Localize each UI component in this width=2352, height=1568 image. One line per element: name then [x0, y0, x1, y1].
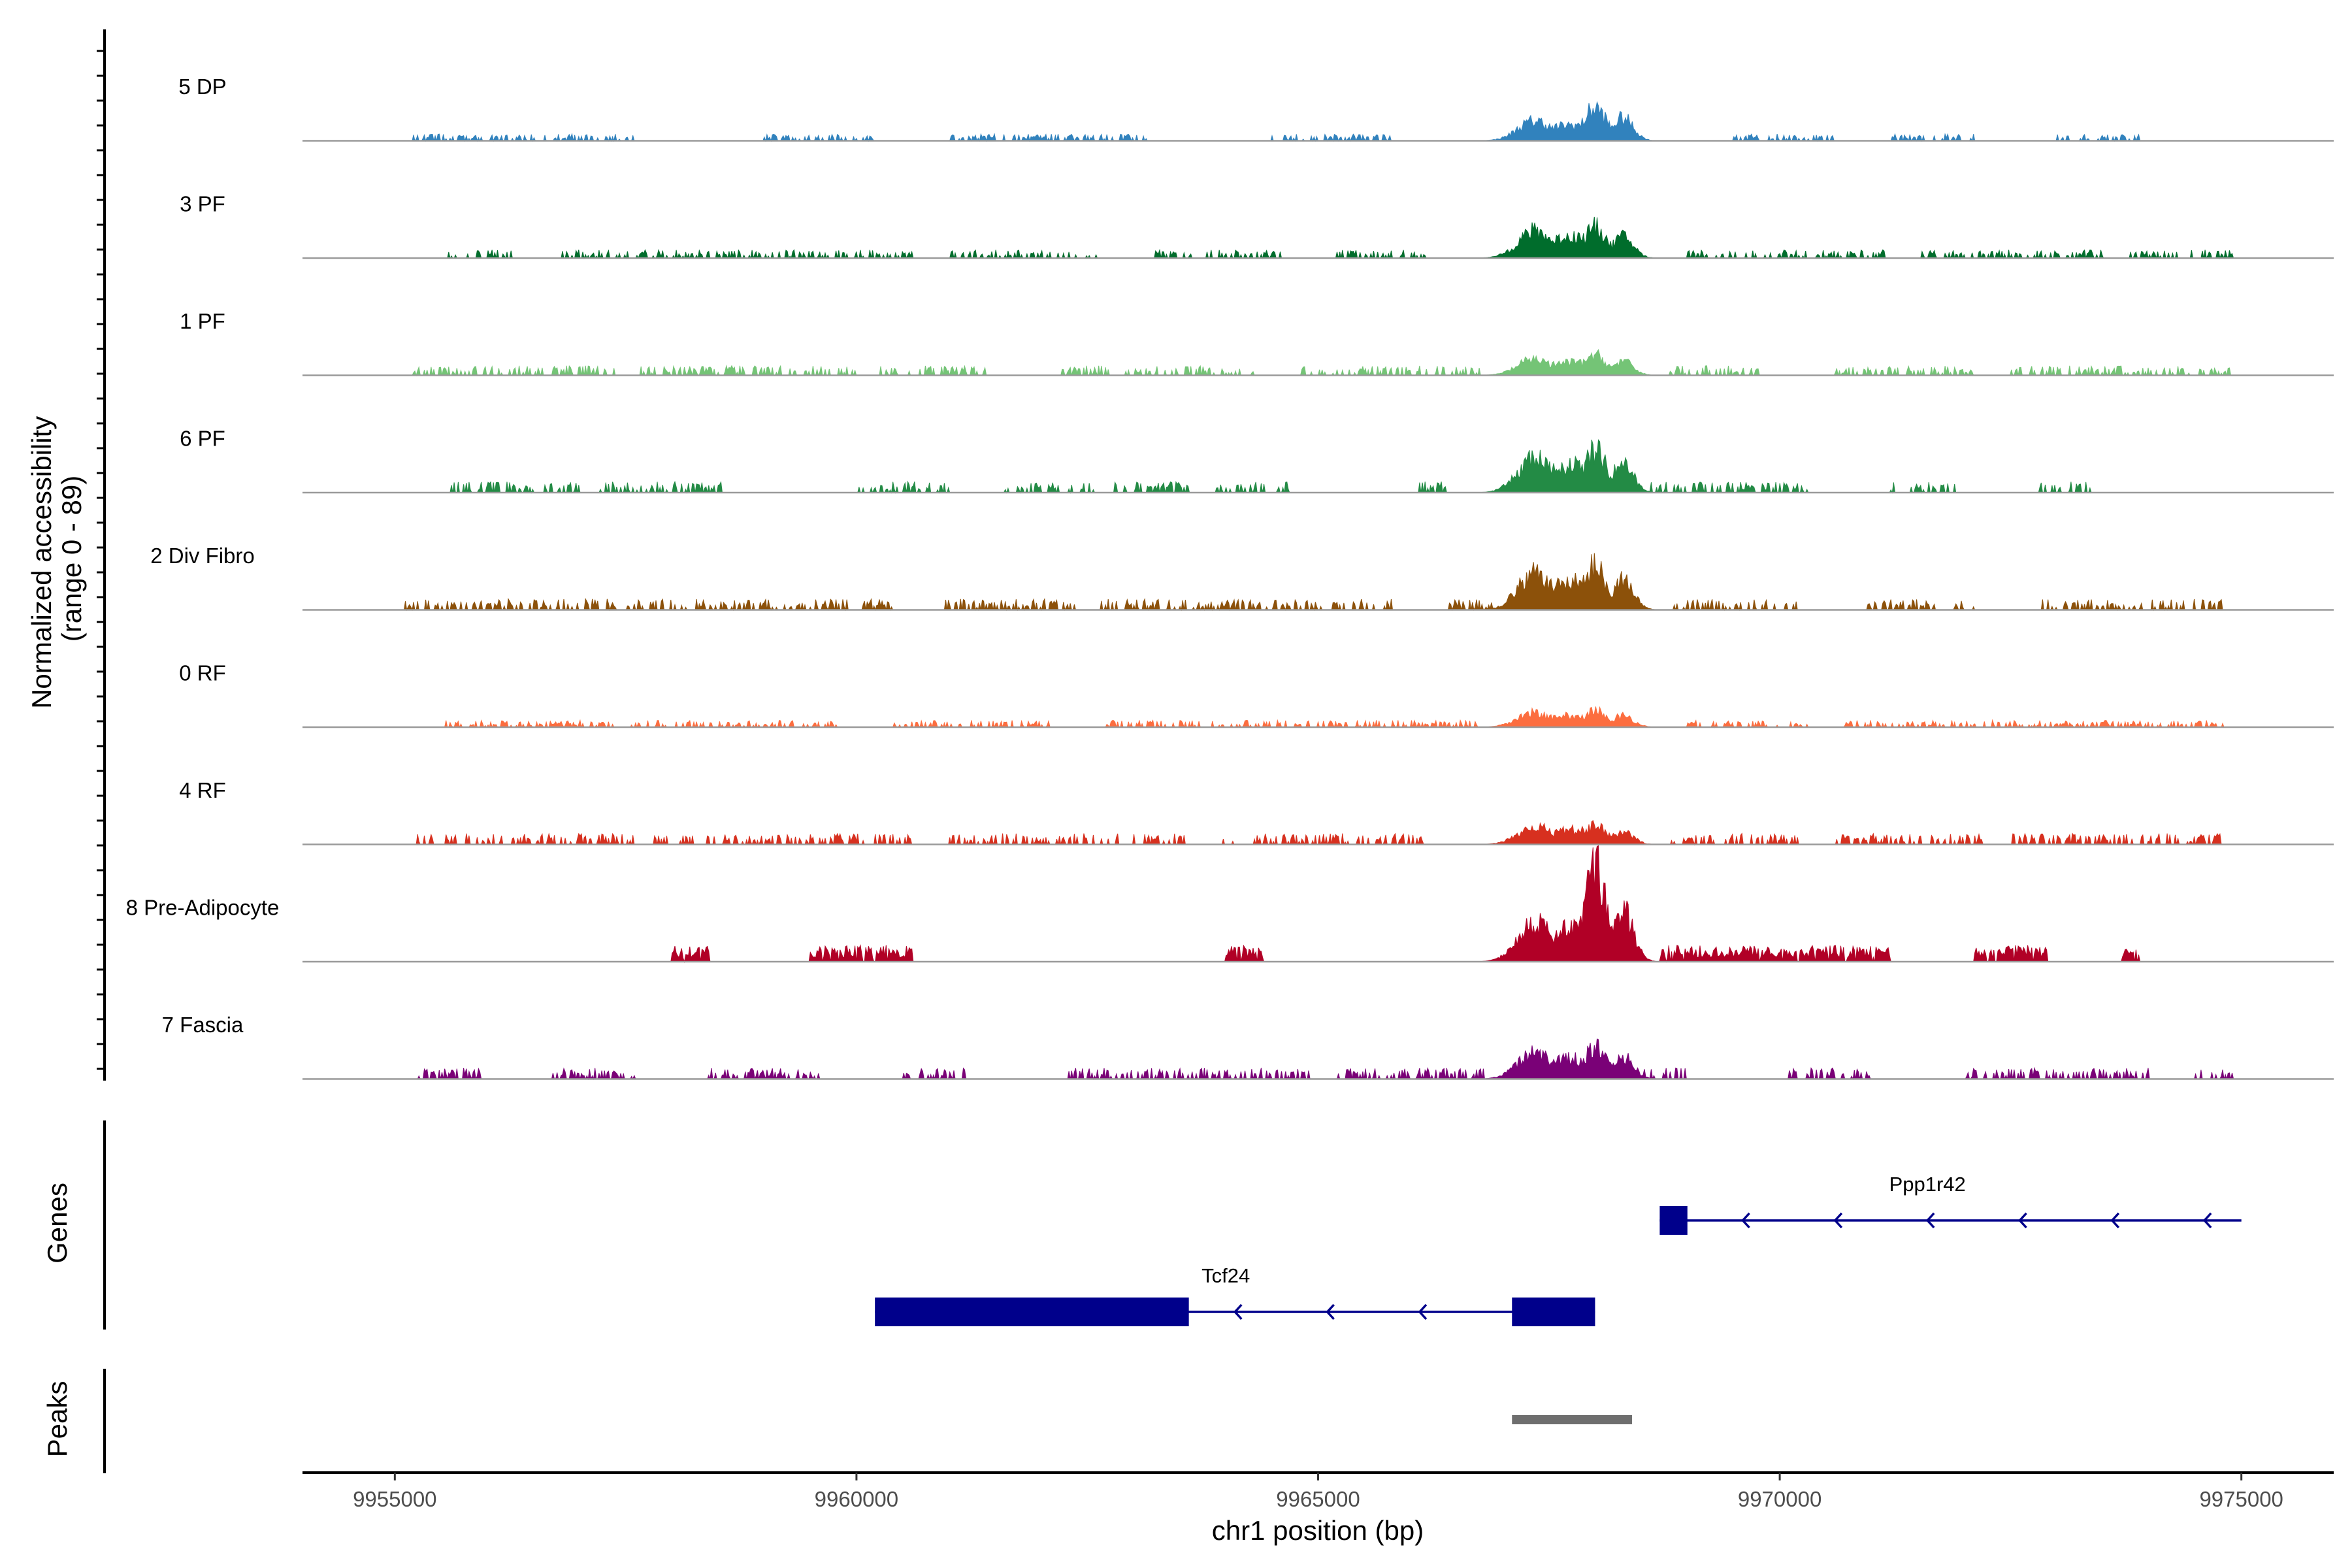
gene-exon	[875, 1298, 1189, 1326]
track-label: 5 DP	[178, 74, 226, 99]
track-3-pf: 3 PF	[180, 192, 2334, 259]
strand-arrow	[1418, 1303, 1428, 1320]
peak-track	[1512, 1415, 1632, 1424]
track-label: 2 Div Fibro	[150, 544, 255, 568]
peaks-axis-title: Peaks	[42, 1381, 73, 1458]
track-7-fascia: 7 Fascia	[162, 1013, 2334, 1081]
peak-bar	[1512, 1415, 1632, 1424]
strand-arrow	[1326, 1303, 1335, 1320]
coverage-area	[302, 706, 2334, 728]
strand-arrow	[1833, 1212, 1843, 1229]
strand-arrow	[1741, 1212, 1750, 1229]
strand-arrow	[2110, 1212, 2120, 1229]
x-tick-label: 9965000	[1276, 1487, 1360, 1511]
gene-track: Ppp1r42 Tcf24	[875, 1173, 2242, 1326]
strand-arrow	[1233, 1303, 1243, 1320]
coverage-area	[302, 553, 2334, 612]
genes-axis-title: Genes	[42, 1183, 73, 1264]
track-5-dp: 5 DP	[178, 74, 2334, 142]
y-axis-title-line2: (range 0 - 89)	[56, 476, 87, 642]
coverage-area	[302, 1038, 2334, 1081]
track-label: 1 PF	[180, 309, 225, 333]
coverage-area	[302, 349, 2334, 377]
coverage-tracks: 5 DP 3 PF 1 PF 6 PF 2 Div Fibro 0 RF 4 RF 8 Pre…	[126, 74, 2334, 1081]
x-tick-label: 9975000	[2199, 1487, 2283, 1511]
gene-label: Ppp1r42	[1889, 1173, 1966, 1196]
track-label: 7 Fascia	[162, 1013, 244, 1037]
strand-arrow	[2202, 1212, 2212, 1229]
x-tick-label: 9955000	[353, 1487, 436, 1511]
coverage-area	[302, 439, 2334, 494]
x-axis-title: chr1 position (bp)	[1212, 1515, 1424, 1546]
gene-exon	[1659, 1206, 1688, 1235]
track-0-rf: 0 RF	[179, 661, 2334, 728]
y-axis-title-line1: Normalized accessibility	[26, 416, 57, 709]
coverage-area	[302, 845, 2334, 963]
x-tick-label: 9960000	[815, 1487, 898, 1511]
y-axis-title: Normalized accessibility (range 0 - 89)	[26, 408, 87, 709]
strand-arrow	[2018, 1212, 2027, 1229]
track-1-pf: 1 PF	[180, 309, 2334, 377]
track-2-div-fibro: 2 Div Fibro	[150, 544, 2334, 612]
track-label: 3 PF	[180, 192, 225, 216]
gene-exon	[1512, 1298, 1595, 1326]
track-4-rf: 4 RF	[179, 778, 2334, 846]
x-axis: 9955000 9960000 9965000 9970000 9975000	[302, 1471, 2334, 1511]
strand-arrow	[1925, 1212, 1935, 1229]
left-axes	[97, 29, 106, 1473]
coverage-area	[302, 820, 2334, 846]
gene-ppp1r42: Ppp1r42	[1659, 1173, 2242, 1235]
coverage-area	[302, 101, 2334, 142]
track-label: 4 RF	[179, 778, 226, 802]
gene-label: Tcf24	[1201, 1264, 1250, 1287]
track-label: 8 Pre-Adipocyte	[126, 896, 280, 920]
track-6-pf: 6 PF	[180, 427, 2334, 494]
gene-tcf24: Tcf24	[875, 1264, 1595, 1326]
track-label: 0 RF	[179, 661, 226, 685]
track-8-pre-adipocyte: 8 Pre-Adipocyte	[126, 845, 2334, 963]
x-tick-label: 9970000	[1738, 1487, 1821, 1511]
coverage-area	[302, 216, 2334, 259]
track-label: 6 PF	[180, 427, 225, 451]
